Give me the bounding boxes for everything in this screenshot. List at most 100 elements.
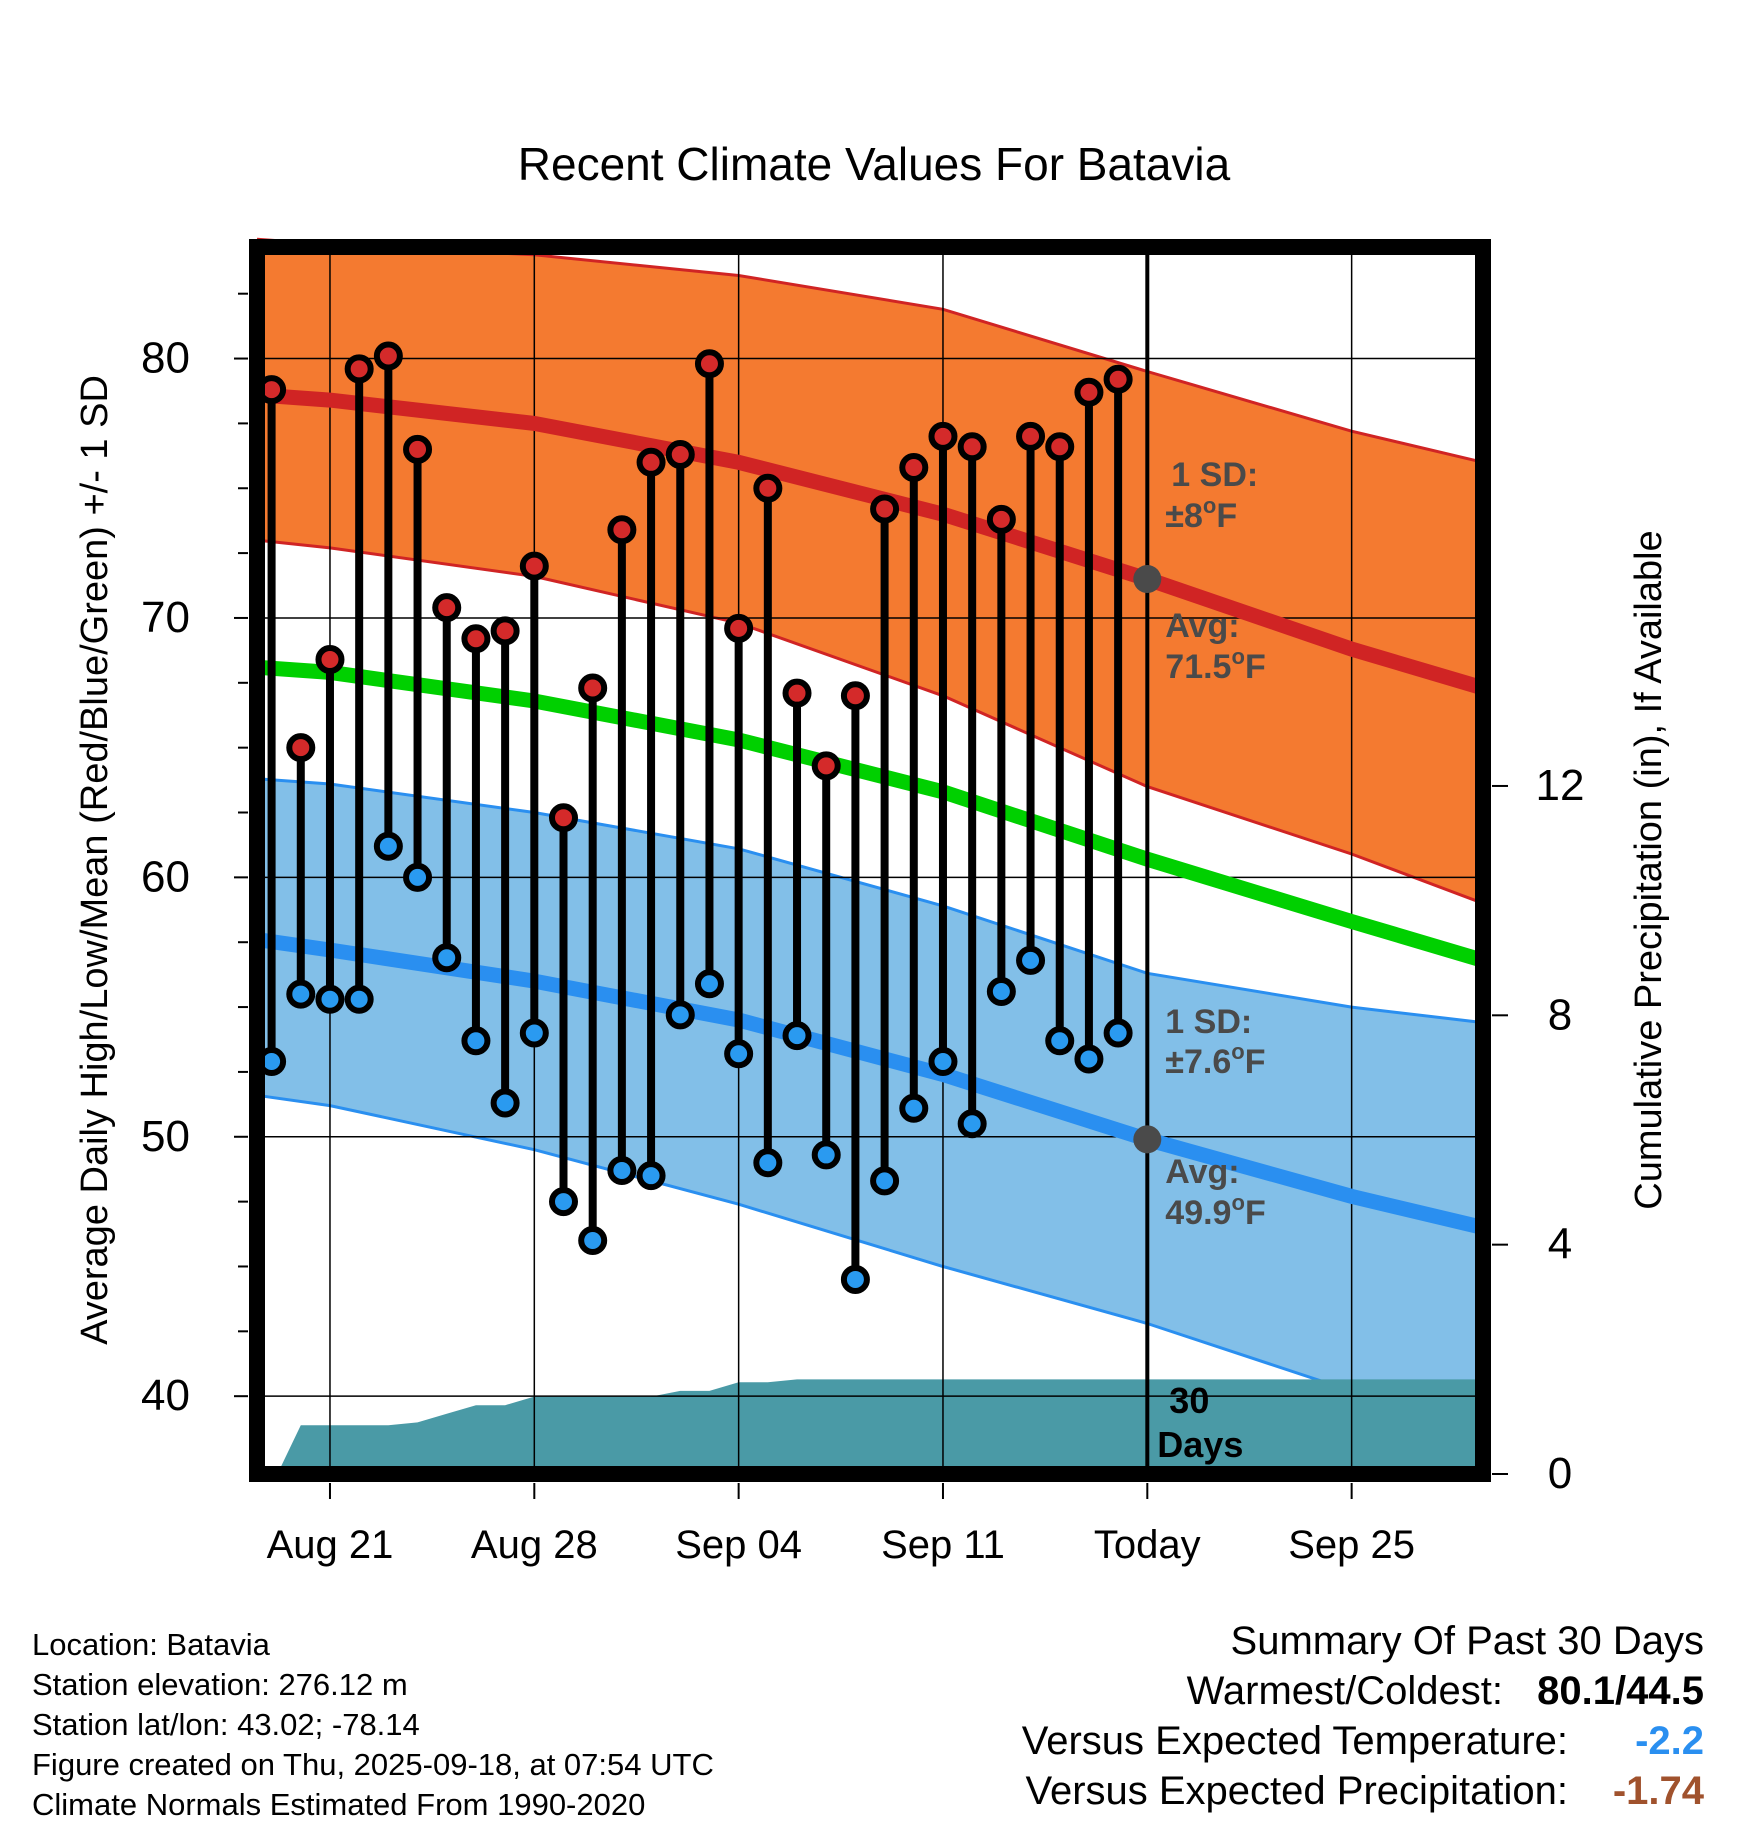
low-marker-19 xyxy=(811,1140,841,1170)
y-tick-label-3: 70 xyxy=(141,593,190,642)
low-marker-5 xyxy=(403,862,433,892)
high-marker-9 xyxy=(519,551,549,581)
high-marker-8 xyxy=(490,616,520,646)
low-marker-8 xyxy=(490,1088,520,1118)
y-tick-label-2: 60 xyxy=(141,852,190,901)
low-marker-17 xyxy=(753,1148,783,1178)
normal-low-line xyxy=(257,932,1483,1235)
y2-tick-label-0: 0 xyxy=(1548,1449,1572,1498)
precip-value: -1.74 xyxy=(1612,1769,1704,1813)
high-marker-18 xyxy=(782,678,812,708)
low-avg-label: Avg: xyxy=(1165,1153,1239,1191)
low-marker-29 xyxy=(1103,1018,1133,1048)
high-marker-2 xyxy=(315,644,345,674)
low-marker-25 xyxy=(986,977,1016,1007)
precip-area xyxy=(277,1379,1483,1474)
low-marker-26 xyxy=(1016,945,1046,975)
low-marker-6 xyxy=(432,943,462,973)
x-axis-label: Day xyxy=(838,1598,909,1600)
latlon-text: Station lat/lon: 43.02; -78.14 xyxy=(32,1707,420,1742)
station-info: Location: Batavia Station elevation: 276… xyxy=(32,1625,714,1825)
low-marker-12 xyxy=(607,1155,637,1185)
location-text: Location: Batavia xyxy=(32,1627,270,1662)
low-marker-23 xyxy=(928,1047,958,1077)
y2-axis-label: Cumulative Precipitation (in), If Availa… xyxy=(1628,530,1670,1209)
low-marker-16 xyxy=(724,1039,754,1069)
x-tick-label-0: Aug 21 xyxy=(267,1523,394,1567)
low-avg-value: 49.9oF xyxy=(1165,1190,1265,1232)
high-marker-14 xyxy=(665,440,695,470)
created-text: Figure created on Thu, 2025-09-18, at 07… xyxy=(32,1747,714,1782)
high-marker-16 xyxy=(724,613,754,643)
warm-cold-label: Warmest/Coldest: xyxy=(1186,1669,1503,1713)
y-axis-label: Average Daily High/Low/Mean (Red/Blue/Gr… xyxy=(74,375,116,1345)
plot-frame xyxy=(249,239,1491,1482)
x-tick-label-4: Today xyxy=(1094,1523,1201,1567)
low-sd-value: ±7.6oF xyxy=(1165,1039,1265,1081)
high-marker-29 xyxy=(1103,364,1133,394)
low-marker-27 xyxy=(1045,1026,1075,1056)
high-marker-26 xyxy=(1016,421,1046,451)
temp-value: -2.2 xyxy=(1635,1719,1704,1763)
low-marker-2 xyxy=(315,984,345,1014)
today-high-avg-point xyxy=(1133,565,1162,594)
low-marker-7 xyxy=(461,1026,491,1056)
high-avg-value: 71.5oF xyxy=(1165,644,1265,686)
high-marker-22 xyxy=(899,452,929,482)
normal-mean-line xyxy=(257,659,1483,968)
summary-panel: Summary Of Past 30 Days Warmest/Coldest:… xyxy=(1022,1616,1704,1816)
low-marker-14 xyxy=(665,1000,695,1030)
y-tick-label-4: 80 xyxy=(141,334,190,383)
low-marker-3 xyxy=(344,984,374,1014)
high-marker-5 xyxy=(403,434,433,464)
x-tick-label-5: Sep 25 xyxy=(1288,1523,1415,1567)
low-sd-band-fill xyxy=(257,778,1483,1404)
high-sd-band-lower-edge xyxy=(256,538,1484,905)
warm-cold-value: 80.1/44.5 xyxy=(1537,1669,1704,1713)
y-tick-label-0: 40 xyxy=(141,1371,190,1420)
low-marker-20 xyxy=(840,1264,870,1294)
x-tick-label-3: Sep 11 xyxy=(881,1523,1005,1567)
temp-row: Versus Expected Temperature: -2.2 xyxy=(1022,1716,1704,1766)
chart-title: Recent Climate Values For Batavia xyxy=(518,138,1231,190)
elevation-text: Station elevation: 276.12 m xyxy=(32,1667,408,1702)
low-marker-18 xyxy=(782,1021,812,1051)
high-marker-25 xyxy=(986,504,1016,534)
temp-label: Versus Expected Temperature: xyxy=(1021,1719,1568,1763)
low-marker-28 xyxy=(1074,1044,1104,1074)
low-marker-15 xyxy=(694,969,724,999)
high-marker-19 xyxy=(811,751,841,781)
high-marker-12 xyxy=(607,515,637,545)
high-sd-label: 1 SD: xyxy=(1171,456,1258,494)
high-marker-7 xyxy=(461,624,491,654)
low-marker-10 xyxy=(549,1187,578,1217)
days-word: Days xyxy=(1157,1424,1243,1465)
y2-tick-label-2: 8 xyxy=(1548,990,1572,1039)
high-marker-20 xyxy=(840,681,870,711)
high-marker-24 xyxy=(957,432,987,462)
low-marker-22 xyxy=(899,1093,929,1123)
today-low-avg-point xyxy=(1133,1125,1162,1154)
y2-tick-label-3: 12 xyxy=(1536,761,1585,810)
high-marker-15 xyxy=(694,349,724,379)
high-sd-band-fill xyxy=(257,239,1483,904)
days-number: 30 xyxy=(1169,1380,1209,1421)
low-marker-24 xyxy=(957,1109,987,1139)
precip-row: Versus Expected Precipitation: -1.74 xyxy=(1022,1766,1704,1816)
low-marker-13 xyxy=(636,1161,666,1191)
summary-title: Summary Of Past 30 Days xyxy=(1230,1619,1704,1663)
y2-tick-label-1: 4 xyxy=(1548,1220,1572,1269)
high-marker-17 xyxy=(753,473,783,503)
low-marker-4 xyxy=(373,831,403,861)
high-marker-13 xyxy=(636,447,666,477)
normal-high-line xyxy=(257,387,1483,696)
high-marker-27 xyxy=(1045,432,1075,462)
high-marker-3 xyxy=(344,354,374,384)
high-marker-23 xyxy=(928,421,958,451)
normals-text: Climate Normals Estimated From 1990-2020 xyxy=(32,1787,646,1822)
low-marker-21 xyxy=(870,1166,900,1196)
high-marker-1 xyxy=(286,733,316,763)
low-marker-9 xyxy=(519,1018,549,1048)
high-marker-21 xyxy=(870,494,900,524)
